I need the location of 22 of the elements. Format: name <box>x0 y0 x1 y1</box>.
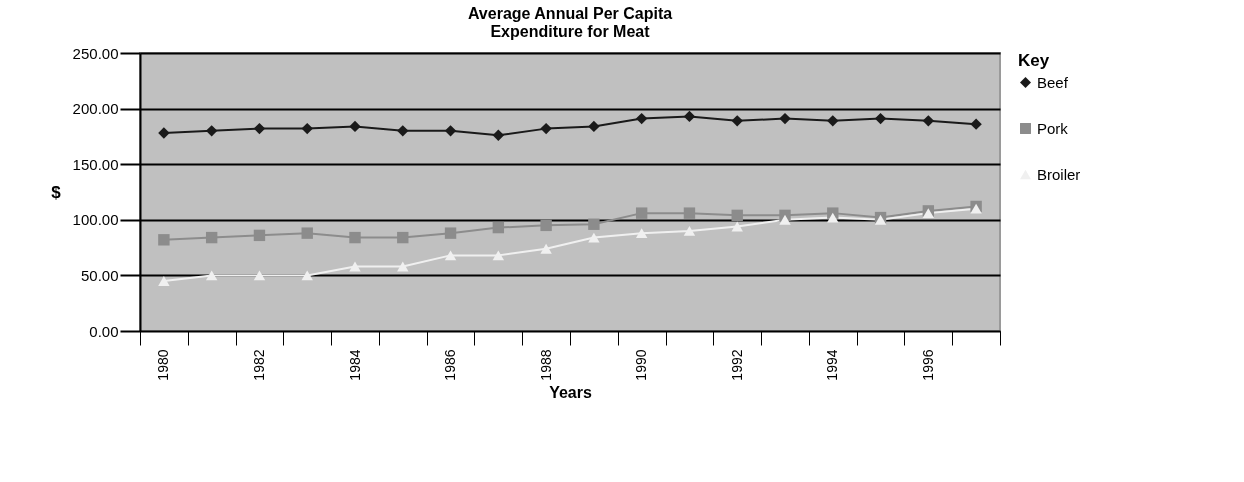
y-tick-label: 50.00 <box>80 266 119 284</box>
x-tick-label: 1982 <box>250 349 267 381</box>
x-tick-label: 1988 <box>537 349 554 381</box>
x-tick-label: 1994 <box>824 349 841 381</box>
legend-label: Beef <box>1037 73 1069 91</box>
y-tick-label: 150.00 <box>72 155 119 173</box>
legend-title: Key <box>1018 51 1050 70</box>
x-axis-title: Years <box>549 383 592 401</box>
x-tick-label: 1992 <box>728 349 745 381</box>
y-axis-title: $ <box>51 182 62 202</box>
x-tick-label: 1990 <box>633 349 650 381</box>
y-tick-label: 250.00 <box>72 44 119 62</box>
x-tick-label: 1984 <box>346 349 363 381</box>
legend-label: Broiler <box>1037 165 1081 183</box>
legend-label: Pork <box>1037 119 1069 137</box>
y-tick-label: 100.00 <box>72 211 119 229</box>
chart-title: Average Annual Per Capita Expenditure for Meat <box>467 5 673 40</box>
y-tick-label: 0.00 <box>89 322 119 340</box>
x-tick-label: 1996 <box>919 349 936 381</box>
y-tick-label: 200.00 <box>72 100 119 118</box>
x-tick-label: 1986 <box>442 349 459 381</box>
x-tick-label: 1980 <box>155 349 172 381</box>
